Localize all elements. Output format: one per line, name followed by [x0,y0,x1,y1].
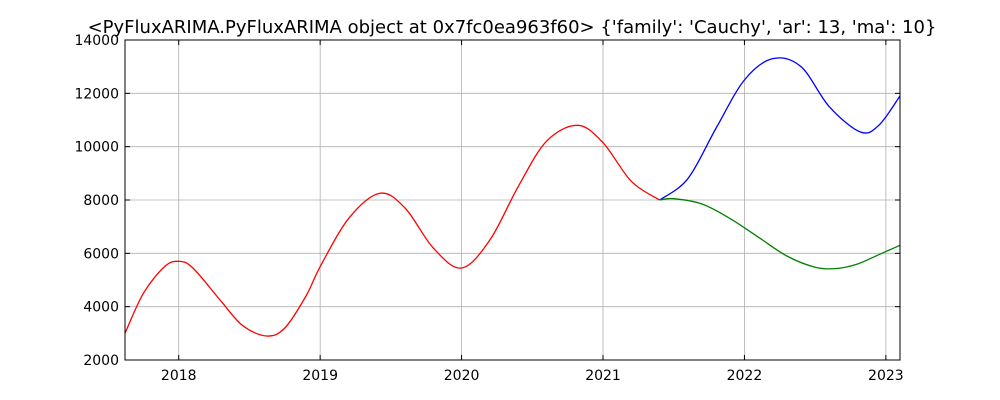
y-tick-label: 12000 [74,86,119,102]
x-tick-label: 2018 [161,368,197,384]
x-tick-label: 2020 [444,368,480,384]
gridlines [125,39,900,361]
series-lines [125,57,900,337]
y-tick-label: 6000 [83,246,119,262]
x-tick-label: 2023 [868,368,904,384]
chart-title: <PyFluxARIMA.PyFluxARIMA object at 0x7fc… [88,17,937,38]
y-tick-label: 10000 [74,140,119,156]
series-line-1 [125,124,660,337]
y-tick-label: 8000 [83,193,119,209]
y-tick-label: 4000 [83,300,119,316]
series-line-2 [659,57,900,201]
x-tick-label: 2019 [302,368,338,384]
series-line-3 [659,197,900,270]
axis-ticks: 2018 2019 2020 2021 2022 2023 2000 4000 6000 8000… [74,33,903,384]
x-tick-label: 2021 [585,368,621,384]
y-tick-label: 14000 [74,33,119,49]
x-tick-label: 2022 [727,368,763,384]
y-tick-label: 2000 [83,353,119,369]
